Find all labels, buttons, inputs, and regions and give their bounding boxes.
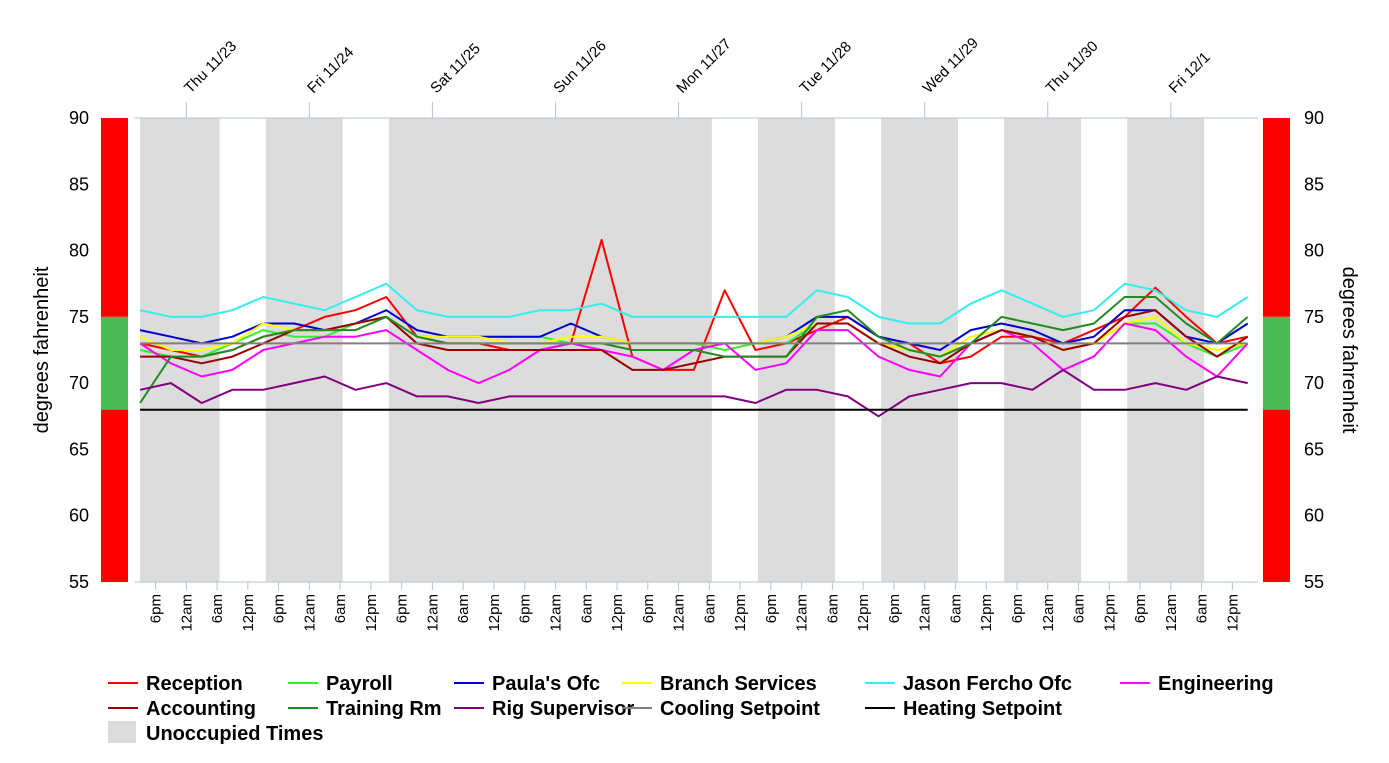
- y-tick-label-left: 55: [69, 572, 89, 592]
- legend-label-branch-services: Branch Services: [660, 673, 817, 695]
- hour-tick-label: 12am: [1040, 594, 1057, 632]
- y-tick-label-right: 90: [1304, 108, 1324, 128]
- hour-tick-label: 6pm: [886, 594, 903, 623]
- y-tick-label-right: 85: [1304, 174, 1324, 194]
- y-tick-labels: 55 55 60 60 65 65 70 70 75 75 80 80 85 85 90 90: [69, 108, 1324, 592]
- hour-tick-label: 12pm: [486, 594, 503, 632]
- day-tick-label: Tue 11/28: [796, 38, 855, 97]
- y-tick-label-left: 75: [69, 307, 89, 327]
- hour-tick-label: 12am: [301, 594, 318, 632]
- hour-tick-label: 12pm: [609, 594, 626, 632]
- hour-tick-label: 6am: [1194, 594, 1211, 623]
- y-tick-label-right: 55: [1304, 572, 1324, 592]
- hour-tick-label: 6pm: [517, 594, 534, 623]
- day-tick-label: Sat 11/25: [427, 40, 484, 97]
- band-right-segment-2: [1263, 409, 1290, 582]
- hour-tick-label: 6pm: [1009, 594, 1026, 623]
- day-tick-label: Fri 11/24: [304, 44, 357, 97]
- hour-tick-label: 6am: [455, 594, 472, 623]
- day-tick-label: Thu 11/23: [181, 38, 240, 97]
- y-tick-label-left: 85: [69, 174, 89, 194]
- hour-tick-label: 6pm: [763, 594, 780, 623]
- hour-tick-label: 12pm: [1224, 594, 1241, 632]
- legend-label-reception: Reception: [146, 673, 243, 695]
- hour-tick-label: 12am: [178, 594, 195, 632]
- legend-label-cooling-setpoint: Cooling Setpoint: [660, 698, 820, 720]
- hour-tick-label: 6am: [701, 594, 718, 623]
- band-left-segment-0: [101, 118, 128, 317]
- y-axis-label-right: degrees fahrenheit: [1338, 267, 1360, 434]
- band-right-segment-0: [1263, 118, 1290, 317]
- hour-tick-label: 6am: [209, 594, 226, 623]
- y-tick-label-right: 60: [1304, 506, 1324, 526]
- hour-tick-label: 6pm: [394, 594, 411, 623]
- legend-label-unoccupied: Unoccupied Times: [146, 723, 323, 745]
- hour-tick-label: 12am: [547, 594, 564, 632]
- hour-tick-label: 12pm: [240, 594, 257, 632]
- hour-tick-label: 12pm: [732, 594, 749, 632]
- day-tick-label: Thu 11/30: [1043, 38, 1102, 97]
- legend-label-accounting: Accounting: [146, 698, 256, 720]
- hour-tick-label: 12am: [794, 594, 811, 632]
- y-tick-label-left: 80: [69, 241, 89, 261]
- day-tick-label: Sun 11/26: [550, 37, 610, 97]
- series-line-jason-fercho-ofc: [139, 282, 1249, 325]
- series-line-training-rm: [139, 296, 1249, 404]
- series-layer: [139, 239, 1249, 418]
- legend-label-payroll: Payroll: [326, 673, 393, 695]
- unoccupied-band-1: [265, 118, 343, 582]
- legend-label-paula-s-ofc: Paula's Ofc: [492, 673, 600, 695]
- legend-label-engineering: Engineering: [1158, 673, 1274, 695]
- day-tick-label: Fri 12/1: [1166, 49, 1214, 97]
- legend-label-training-rm: Training Rm: [326, 698, 442, 720]
- hour-tick-label: 6pm: [1132, 594, 1149, 623]
- hour-tick-label: 12pm: [978, 594, 995, 632]
- legend-swatch-unoccupied: [108, 721, 136, 743]
- comfort-band-right: [1263, 118, 1290, 582]
- hour-tick-label: 6pm: [640, 594, 657, 623]
- y-tick-label-right: 65: [1304, 439, 1324, 459]
- legend-label-rig-supervisor: Rig Supervisor: [492, 698, 634, 720]
- hour-tick-label: 12am: [917, 594, 934, 632]
- hour-tick-label: 6am: [1071, 594, 1088, 623]
- hour-tick-label: 12am: [671, 594, 688, 632]
- y-tick-label-left: 65: [69, 439, 89, 459]
- unoccupied-band-5: [1004, 118, 1082, 582]
- hour-tick-label: 12am: [424, 594, 441, 632]
- day-tick-labels: Thu 11/23 Fri 11/24 Sat 11/25 Sun 11/26 Mon …: [181, 34, 1214, 96]
- hour-tick-label: 6am: [947, 594, 964, 623]
- band-right-segment-1: [1263, 316, 1290, 410]
- y-axis-label-left: degrees fahrenheit: [31, 266, 53, 433]
- unoccupied-band-6: [1127, 118, 1205, 582]
- hour-tick-label: 12pm: [1101, 594, 1118, 632]
- hour-tick-label: 6pm: [271, 594, 288, 623]
- y-tick-label-left: 60: [69, 506, 89, 526]
- comfort-band-left: [101, 118, 128, 582]
- y-tick-label-left: 70: [69, 373, 89, 393]
- hour-tick-label: 6am: [332, 594, 349, 623]
- unoccupied-band-3: [758, 118, 835, 582]
- hour-tick-label: 12pm: [855, 594, 872, 632]
- legend: Reception Payroll Paula's Ofc Branch Servic…: [108, 673, 1274, 745]
- band-left-segment-2: [101, 409, 128, 582]
- day-tick-label: Wed 11/29: [919, 34, 981, 96]
- x-tick-labels: 6pm 12am 6am 12pm 6pm 12am 6am 12pm 6pm 12am 6am 12…: [148, 594, 1242, 632]
- band-left-segment-1: [101, 316, 128, 410]
- y-tick-label-right: 70: [1304, 373, 1324, 393]
- y-tick-label-left: 90: [69, 108, 89, 128]
- hour-tick-label: 12am: [1163, 594, 1180, 632]
- series-line-rig-supervisor: [139, 368, 1248, 418]
- y-tick-label-right: 75: [1304, 307, 1324, 327]
- legend-label-heating-setpoint: Heating Setpoint: [903, 698, 1062, 720]
- day-tick-label: Mon 11/27: [673, 35, 734, 96]
- plot-frame: [135, 102, 1258, 590]
- hour-tick-label: 12pm: [363, 594, 380, 632]
- hour-tick-label: 6am: [578, 594, 595, 623]
- hour-tick-label: 6am: [824, 594, 841, 623]
- y-tick-label-right: 80: [1304, 241, 1324, 261]
- legend-label-jason-fercho-ofc: Jason Fercho Ofc: [903, 673, 1072, 695]
- hour-tick-label: 6pm: [148, 594, 165, 623]
